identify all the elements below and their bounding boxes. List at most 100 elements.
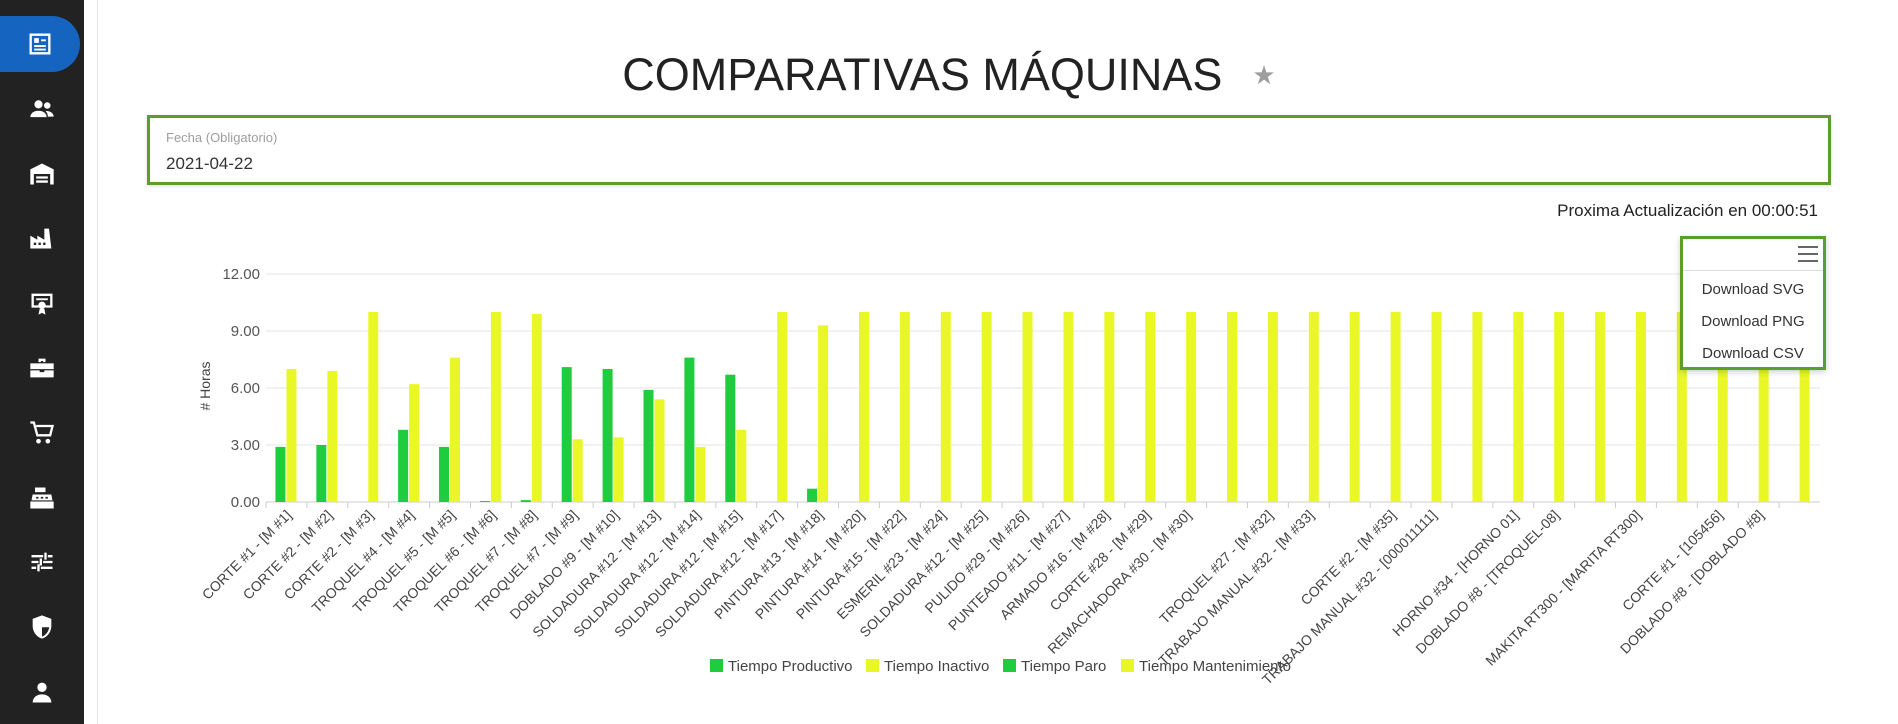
bar-productivo — [479, 501, 490, 502]
bar-inactivo — [1472, 312, 1483, 502]
bar-productivo — [684, 357, 695, 502]
legend-swatch — [710, 659, 723, 672]
export-menu: Download SVG Download PNG Download CSV — [1680, 236, 1826, 370]
dashboard-icon — [29, 33, 51, 55]
legend-swatch — [1121, 659, 1134, 672]
page-title: COMPARATIVAS MÁQUINAS ★ — [0, 46, 1898, 101]
y-tick-label: 12.00 — [222, 266, 260, 283]
sidebar-item-toolbox[interactable] — [0, 340, 84, 396]
users-icon — [30, 100, 54, 117]
bar-inactivo — [1145, 312, 1156, 502]
bar-productivo — [520, 500, 531, 502]
certificate-icon — [31, 293, 53, 315]
legend-label: Tiempo Inactivo — [884, 658, 989, 675]
bar-productivo — [439, 446, 450, 502]
bar-inactivo — [1022, 312, 1033, 502]
legend-label: Tiempo Paro — [1021, 658, 1106, 675]
bar-inactivo — [695, 446, 706, 502]
bar-productivo — [561, 367, 572, 502]
hamburger-menu-icon[interactable] — [1795, 243, 1821, 265]
cash-register-icon — [30, 487, 54, 509]
bar-inactivo — [736, 429, 747, 502]
download-png-item[interactable]: Download PNG — [1701, 313, 1805, 330]
bar-inactivo — [1431, 312, 1442, 502]
bar-inactivo — [531, 313, 542, 502]
bar-productivo — [807, 488, 818, 502]
bar-productivo — [316, 445, 327, 502]
bar-inactivo — [1758, 312, 1769, 502]
sidebar-item-certificate[interactable] — [0, 275, 84, 331]
update-countdown: Proxima Actualización en 00:00:51 — [1557, 201, 1818, 220]
sidebar — [0, 0, 84, 724]
favorite-star-icon[interactable]: ★ — [1252, 59, 1276, 90]
bar-inactivo — [1227, 312, 1238, 502]
bar-inactivo — [940, 312, 951, 502]
warehouse-icon — [30, 163, 54, 185]
legend-label: Tiempo Productivo — [728, 658, 853, 675]
legend-label: Tiempo Mantenimiento — [1139, 658, 1291, 675]
factory-icon — [30, 229, 52, 249]
bar-inactivo — [368, 312, 379, 502]
download-csv-item[interactable]: Download CSV — [1702, 345, 1804, 362]
bar-inactivo — [1104, 312, 1115, 502]
bar-inactivo — [818, 325, 829, 502]
bar-productivo — [643, 389, 654, 502]
bar-inactivo — [1595, 312, 1606, 502]
bar-inactivo — [899, 312, 910, 502]
bar-productivo — [275, 446, 286, 502]
bar-inactivo — [1676, 312, 1687, 502]
date-input[interactable] — [166, 154, 766, 174]
sidebar-item-factory[interactable] — [0, 210, 84, 266]
date-field[interactable]: Fecha (Obligatorio) — [147, 115, 1831, 185]
date-field-label: Fecha (Obligatorio) — [166, 130, 278, 145]
menu-separator — [1683, 270, 1823, 271]
bar-inactivo — [1349, 312, 1360, 502]
sidebar-item-settings-sliders[interactable] — [0, 534, 84, 590]
bar-productivo — [725, 374, 736, 502]
bar-inactivo — [327, 370, 338, 502]
y-tick-label: 3.00 — [231, 437, 260, 454]
bar-inactivo — [1513, 312, 1524, 502]
bar-inactivo — [409, 384, 420, 502]
download-svg-item[interactable]: Download SVG — [1701, 281, 1805, 298]
sidebar-item-users[interactable] — [0, 81, 84, 137]
bar-inactivo — [1186, 312, 1197, 502]
y-tick-label: 6.00 — [231, 380, 260, 397]
bar-inactivo — [858, 312, 869, 502]
legend-swatch — [1003, 659, 1016, 672]
bar-inactivo — [1267, 312, 1278, 502]
bar-productivo — [602, 369, 613, 502]
bar-inactivo — [1554, 312, 1565, 502]
page-title-text: COMPARATIVAS MÁQUINAS — [622, 49, 1223, 101]
account-icon — [32, 682, 52, 703]
bar-productivo — [398, 429, 409, 502]
settings-sliders-icon — [31, 553, 53, 572]
bar-inactivo — [981, 312, 992, 502]
sidebar-item-dashboard[interactable] — [0, 16, 80, 72]
bar-inactivo — [1717, 312, 1728, 502]
y-axis-title: # Horas — [197, 361, 213, 410]
bar-inactivo — [777, 312, 788, 502]
legend-swatch — [866, 659, 879, 672]
bar-inactivo — [654, 399, 665, 502]
sidebar-item-cash-register[interactable] — [0, 470, 84, 526]
toolbox-icon — [30, 358, 54, 378]
bar-inactivo — [1063, 312, 1074, 502]
bar-inactivo — [490, 312, 501, 502]
bar-inactivo — [1635, 312, 1646, 502]
sidebar-item-account[interactable] — [0, 664, 84, 720]
security-shield-icon — [32, 615, 52, 639]
content-divider — [97, 0, 98, 724]
bar-inactivo — [572, 439, 583, 502]
bar-inactivo — [450, 357, 461, 502]
bar-inactivo — [286, 369, 297, 502]
sidebar-item-warehouse[interactable] — [0, 146, 84, 202]
y-tick-label: 9.00 — [231, 323, 260, 340]
bar-inactivo — [1799, 312, 1810, 502]
sidebar-item-cart[interactable] — [0, 405, 84, 461]
cart-icon — [30, 421, 54, 444]
bar-inactivo — [1308, 312, 1319, 502]
y-tick-label: 0.00 — [231, 494, 260, 511]
sidebar-item-security-shield[interactable] — [0, 599, 84, 655]
